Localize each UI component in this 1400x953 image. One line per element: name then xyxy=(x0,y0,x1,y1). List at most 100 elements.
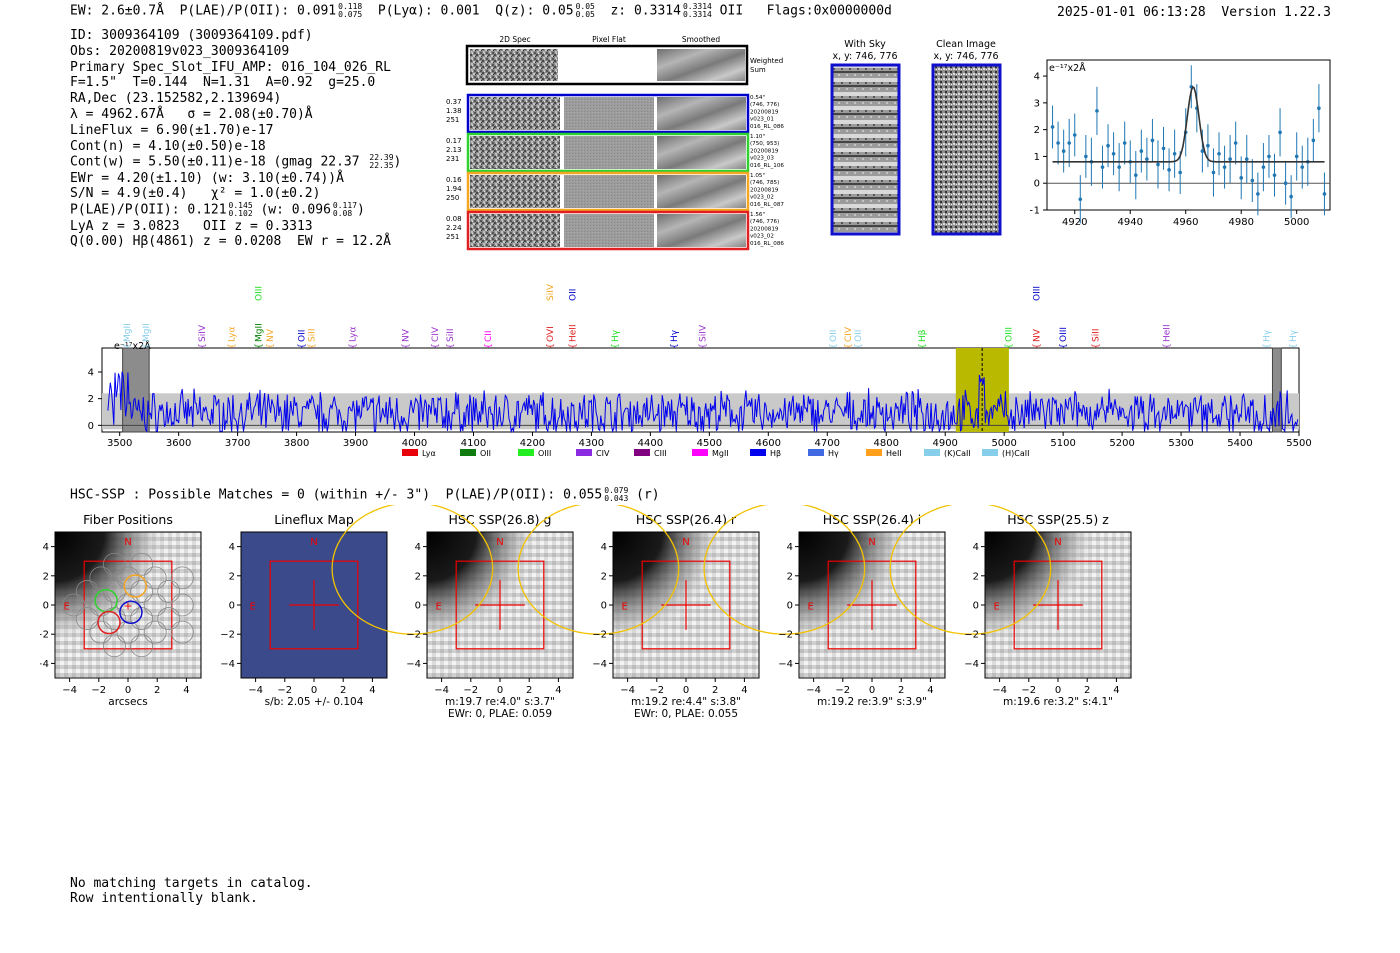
svg-text:Sum: Sum xyxy=(750,66,766,74)
header-summary: EW: 2.6±0.7Å P(LAE)/P(OII): 0.091 0.118 0.… xyxy=(70,3,892,19)
hsc-ytick-label: −4 xyxy=(220,659,235,670)
spec-xtick-label: 4600 xyxy=(756,438,781,449)
spectral-line-marker: OII{ xyxy=(854,330,864,349)
hsc-ytick-label: −4 xyxy=(40,659,49,670)
fit-xtick-label: 4940 xyxy=(1118,217,1143,228)
hsc-header: HSC-SSP : Possible Matches = 0 (within +… xyxy=(70,486,660,503)
fiber-row-value: 231 xyxy=(446,155,459,163)
fit-data-point xyxy=(1261,165,1266,169)
sky-images: With Sky x, y: 746, 776 Clean Image x, y… xyxy=(830,39,1002,236)
info-q: Q(0.00) Hβ(4861) z = 0.0208 EW r = 12.2Å xyxy=(70,234,391,250)
info-contn: Cont(n) = 4.10(±0.50)e-18 xyxy=(70,138,266,154)
spec-xtick-label: 5100 xyxy=(1050,438,1075,449)
footer-line-1: No matching targets in catalog. xyxy=(70,876,313,891)
fiber-row-value: 0.16 xyxy=(446,176,462,184)
hsc-xtick-label: 2 xyxy=(526,685,532,696)
fiber-2d-image xyxy=(470,214,560,247)
fiber-row-value: 1.38 xyxy=(446,107,462,115)
spectral-line-label: HeII xyxy=(1162,324,1172,342)
hsc-xtick-label: 2 xyxy=(898,685,904,696)
search-box xyxy=(455,560,545,650)
qz-value: Q(z): 0.05 xyxy=(495,3,574,19)
spec-xtick-label: 5000 xyxy=(991,438,1016,449)
fiber-circle-orange xyxy=(123,574,148,598)
hsc-ytick-label: 4 xyxy=(229,542,235,553)
fiber-circle xyxy=(75,580,99,603)
info-id: ID: 3009364109 (3009364109.pdf) xyxy=(70,28,313,43)
legend-label: Hγ xyxy=(828,449,839,458)
spec-ytick-label: 0 xyxy=(88,421,94,432)
fit-data-point xyxy=(1200,149,1205,153)
fit-data-point xyxy=(1095,109,1099,113)
fiber-smooth-image xyxy=(657,136,746,169)
hsc-ytick-label: −2 xyxy=(220,630,235,641)
spectral-line-bracket: { xyxy=(228,343,238,349)
spectral-line-label: NV xyxy=(402,328,412,342)
spec-xtick-label: 5200 xyxy=(1109,438,1134,449)
fiber-flat-image xyxy=(564,214,654,247)
fit-data-point xyxy=(1150,138,1155,143)
hsc-xtick-label: 2 xyxy=(1084,685,1090,696)
spectral-line-bracket: { xyxy=(1059,343,1069,349)
spectral-line-label: OII xyxy=(297,330,307,342)
spectral-line-marker: CIV{ xyxy=(431,326,441,349)
hsc-xtick-label: −2 xyxy=(277,685,292,696)
spec-xtick-label: 4400 xyxy=(638,438,663,449)
fit-data-point xyxy=(1111,151,1116,156)
east-marker: E xyxy=(994,601,1000,612)
fiber-circle xyxy=(130,634,153,658)
hsc-xtick-label: −4 xyxy=(992,685,1007,696)
fiber-row-meta: 016_RL_086 xyxy=(750,241,784,247)
weighted-label: Weighted xyxy=(750,57,783,65)
fit-data-point xyxy=(1222,165,1227,169)
fiber-row-meta: v023_03 xyxy=(750,156,774,162)
spectral-line-label: SiIV xyxy=(546,283,556,301)
spectral-line-bracket: { xyxy=(402,343,412,349)
info-lineflux: LineFlux = 6.90(±1.70)e-17 xyxy=(70,122,274,138)
spectral-line-marker: OIII xyxy=(1033,286,1043,301)
spectral-line-bracket: { xyxy=(446,343,456,349)
fit-plot-area xyxy=(1046,59,1331,211)
spectral-line-bracket: { xyxy=(1033,343,1043,349)
fiber-row-meta: v023_02 xyxy=(750,195,774,201)
hsc-xtick-label: 0 xyxy=(869,685,875,696)
spectral-line-marker: HeII{ xyxy=(1162,324,1172,348)
fiber-row-meta: 20200819 xyxy=(750,109,779,115)
spectral-line-label: Hγ xyxy=(1263,329,1273,342)
plya-value: P(Lyα): 0.001 xyxy=(377,3,480,19)
fit-ytick-label: 4 xyxy=(1034,72,1040,83)
hsc-xtick-label: −4 xyxy=(434,685,449,696)
spectral-line-marker: Hγ{ xyxy=(1263,329,1273,349)
hsc-xtick-label: −4 xyxy=(62,685,77,696)
legend-swatch xyxy=(750,449,766,456)
fiber-circle-blue xyxy=(119,600,143,625)
fiber-circle xyxy=(103,552,126,576)
fit-data-point xyxy=(1145,157,1149,161)
fit-data-point xyxy=(1294,154,1299,159)
spectral-line-marker: OIII{ xyxy=(1059,327,1069,349)
fit-data-point xyxy=(1211,170,1216,175)
fiber-smooth-image xyxy=(657,97,746,130)
fiber-row-meta: 20200819 xyxy=(750,187,779,193)
hsc-xtick-label: −2 xyxy=(91,685,106,696)
fit-xtick-label: 4960 xyxy=(1173,217,1198,228)
hsc-ytick-label: 4 xyxy=(973,542,979,553)
fit-data-point xyxy=(1139,149,1144,153)
fit-data-point xyxy=(1322,192,1327,196)
hsc-panel-title: Fiber Positions xyxy=(83,512,173,527)
hsc-xtick-label: 0 xyxy=(683,685,689,696)
fiber-flat-image xyxy=(564,97,654,130)
fiber-row-meta: 016_RL_106 xyxy=(750,163,784,169)
east-marker: E xyxy=(622,601,628,612)
spec-xtick-label: 5500 xyxy=(1286,438,1311,449)
datetime: 2025-01-01 06:13:28 xyxy=(1057,5,1206,20)
cutouts-panel: 2D Spec Pixel Flat Smoothed Weighted Sum… xyxy=(446,35,784,251)
hsc-xtick-label: −2 xyxy=(835,685,850,696)
legend-label: Lyα xyxy=(422,449,436,458)
spectral-line-label: Hγ xyxy=(670,329,680,342)
galaxy-ellipse xyxy=(889,505,1052,635)
fit-data-point xyxy=(1050,125,1055,129)
fiber-circle xyxy=(170,620,194,644)
fiber-circle xyxy=(89,620,113,644)
